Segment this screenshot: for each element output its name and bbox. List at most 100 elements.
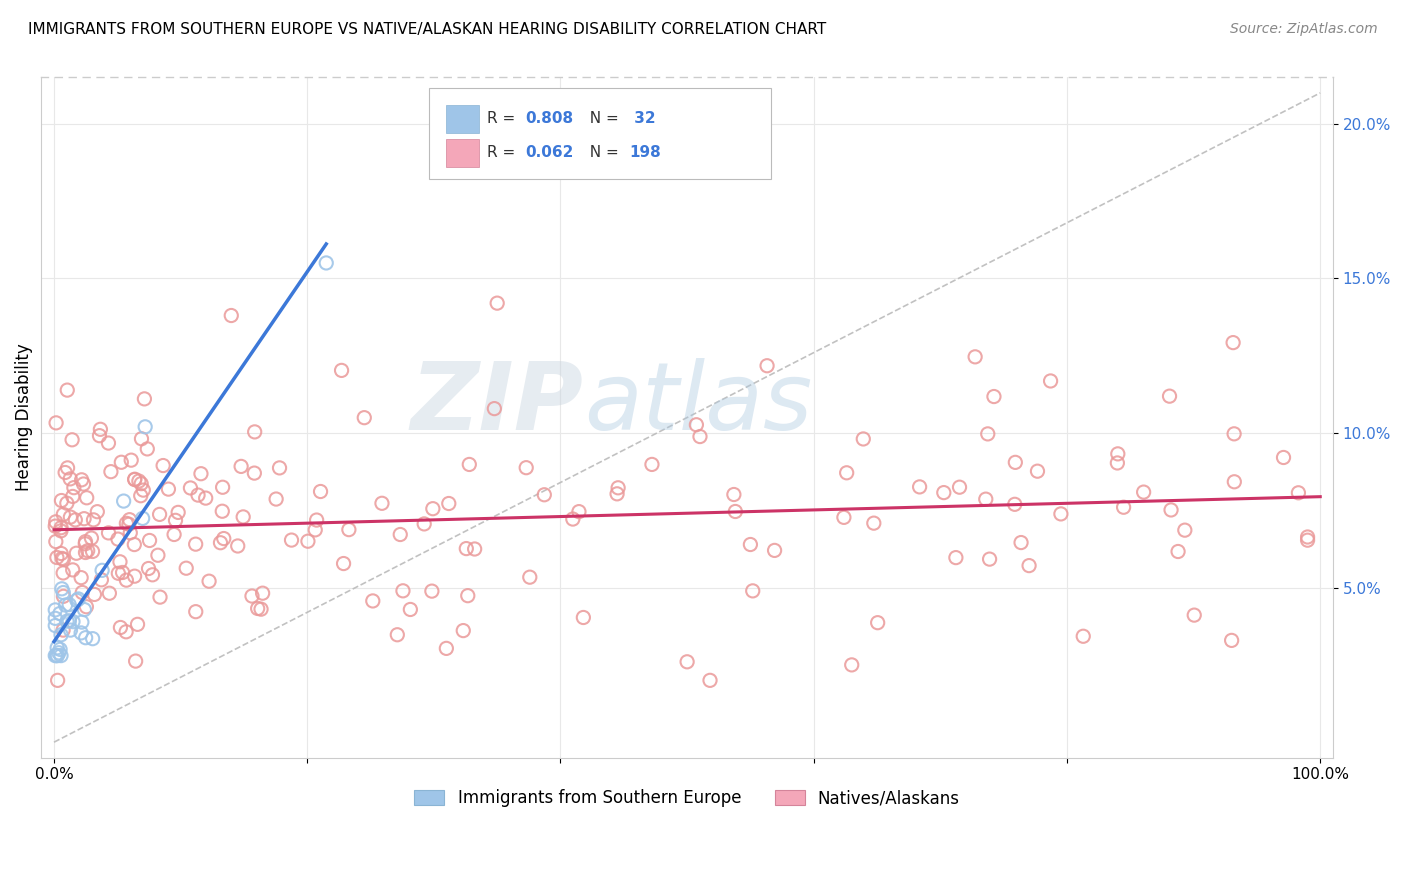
FancyBboxPatch shape [446,138,479,167]
Point [437,496,460,510]
Point [66,593,89,607]
Point [422,501,444,516]
Point [1018,558,1040,573]
Point [1107,456,1129,470]
Point [56,614,79,628]
Point [190,467,212,481]
Point [89,428,111,442]
Point [1223,475,1246,489]
Text: 32: 32 [628,112,655,127]
Point [163,527,186,541]
Point [52,508,75,522]
Point [389,527,412,541]
Point [149,508,172,522]
Point [250,602,273,616]
Point [115,573,138,587]
Point [399,602,422,616]
Point [120,453,142,467]
Point [246,601,269,615]
Point [456,541,478,556]
Point [46,648,69,663]
Point [52,566,75,580]
Point [124,569,146,583]
Point [866,615,889,630]
Point [740,537,762,551]
Point [98,586,121,600]
Point [486,296,509,310]
Point [835,466,858,480]
Point [211,480,233,494]
Point [515,460,537,475]
Point [55,598,77,612]
Point [457,589,479,603]
Point [979,552,1001,566]
Point [97,436,120,450]
Point [62,490,84,504]
Point [1222,335,1244,350]
Point [484,401,506,416]
Point [174,561,197,575]
Point [129,489,152,503]
Point [49,628,72,642]
Text: ZIP: ZIP [411,358,583,450]
Point [59,472,82,486]
Point [184,537,207,551]
Point [229,459,252,474]
Point [70,626,93,640]
Point [51,582,73,596]
Point [82,513,104,527]
Point [75,599,97,614]
Text: 0.062: 0.062 [526,145,574,161]
Point [110,455,132,469]
Point [138,533,160,548]
Point [131,432,153,446]
Point [451,624,474,638]
Point [974,492,997,507]
Text: R =: R = [486,145,520,161]
Point [75,545,97,559]
Point [723,487,745,501]
Point [862,516,884,530]
Point [52,590,75,604]
Y-axis label: Hearing Disability: Hearing Disability [15,343,32,491]
Point [194,491,217,505]
Point [212,532,235,546]
FancyBboxPatch shape [429,87,770,179]
Point [82,632,104,646]
Point [110,620,132,634]
Point [641,458,664,472]
Point [86,505,108,519]
Point [51,551,73,566]
Point [519,570,541,584]
Point [689,429,711,443]
Point [80,531,103,545]
Point [1050,507,1073,521]
Point [51,493,73,508]
Point [187,488,209,502]
Point [141,567,163,582]
Point [124,473,146,487]
Point [361,594,384,608]
Point [252,586,274,600]
Point [211,504,233,518]
Point [52,623,75,637]
Point [53,466,76,480]
Point [58,598,80,612]
Point [52,585,75,599]
Point [91,563,114,577]
Point [165,513,187,527]
Point [45,416,67,430]
Point [75,631,97,645]
Point [1223,426,1246,441]
Point [115,516,138,531]
Point [179,481,201,495]
Point [67,591,90,606]
Point [72,585,94,599]
Point [1272,450,1295,465]
Point [46,673,69,688]
Point [852,432,875,446]
Point [108,555,131,569]
Point [136,442,159,456]
Point [128,474,150,488]
Point [371,496,394,510]
